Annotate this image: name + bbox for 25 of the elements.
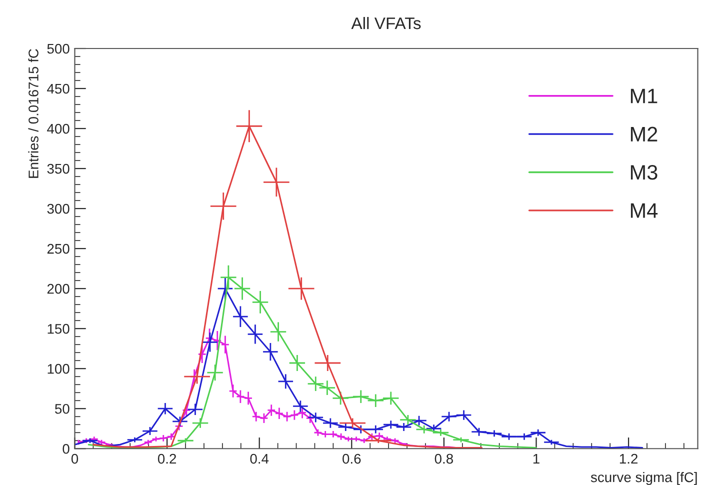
y-tick-label: 250	[47, 244, 70, 254]
y-tick-label: 500	[47, 44, 70, 54]
x-tick-label: 1.2	[620, 454, 638, 464]
y-tick-label: 300	[47, 204, 70, 214]
x-tick-label: 0	[71, 454, 78, 464]
y-tick-label: 150	[48, 324, 70, 334]
legend-label: M4	[630, 203, 658, 218]
y-tick-label: 350	[47, 164, 70, 174]
y-tick-label: 50	[55, 404, 70, 414]
y-axis-title: Entries / 0.016715 fC	[28, 49, 38, 178]
y-tick-label: 100	[48, 364, 70, 374]
x-tick-label: 1	[533, 454, 540, 464]
x-axis-title: scurve sigma [fC]	[590, 472, 697, 485]
y-tick-label: 400	[47, 124, 70, 134]
y-tick-label: 450	[47, 84, 70, 94]
chart-title: All VFATs	[351, 16, 421, 30]
y-tick-label: 0	[62, 444, 70, 454]
y-tick-label: 200	[47, 284, 70, 294]
x-tick-label: 0.2	[158, 454, 176, 464]
legend-label: M1	[630, 88, 658, 104]
x-tick-label: 0.6	[342, 454, 361, 464]
x-tick-label: 0.8	[434, 454, 453, 464]
legend-label: M3	[630, 164, 658, 180]
legend-label: M2	[630, 126, 658, 142]
x-tick-label: 0.4	[250, 454, 269, 464]
